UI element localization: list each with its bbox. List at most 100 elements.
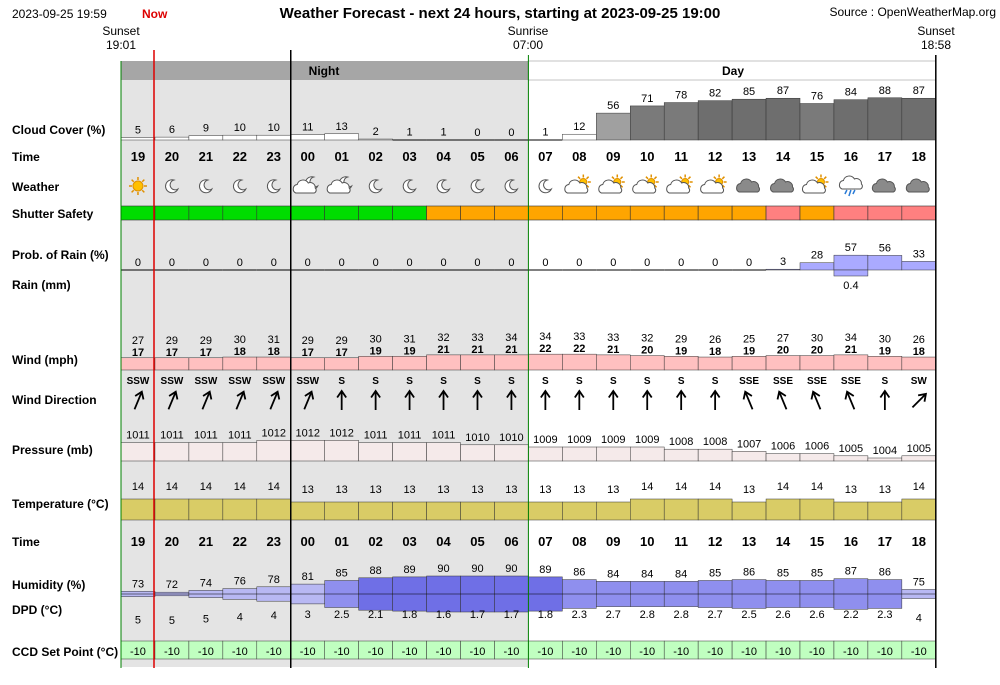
wind-speed-value: 18 [268, 346, 280, 358]
pressure-bar [426, 442, 461, 462]
shutter-cell [256, 205, 292, 221]
cloud-value: 10 [268, 122, 280, 134]
wind-arrow-icon [574, 389, 585, 410]
wind-gust-value: 29 [200, 335, 212, 347]
cloud-bar [697, 100, 733, 141]
temperature-bar [290, 501, 325, 521]
arrow-shaft [812, 392, 822, 410]
arrow-shaft [744, 392, 754, 410]
arrow-head [438, 389, 449, 399]
rain-probability-value: 0 [373, 257, 379, 269]
cloud-shape [326, 179, 351, 194]
temperature-value: 14 [166, 481, 178, 493]
arrow-head [574, 389, 585, 399]
pressure-value: 1007 [737, 438, 761, 450]
label-rain-probability: Prob. of Rain (%) [12, 248, 109, 262]
shutter-cell [528, 205, 563, 221]
sunset-label-2: Sunset [917, 24, 955, 38]
temperature-bar [765, 498, 801, 521]
cloud-bar [188, 135, 224, 141]
ccd-value: -10 [605, 646, 621, 658]
temperature-bar [392, 501, 427, 521]
wind-bar [731, 356, 767, 371]
moon-icon [470, 179, 485, 194]
sunset-label-1: Sunset [102, 24, 140, 38]
time-label: 20 [165, 149, 179, 164]
cloud-value: 87 [777, 85, 789, 97]
rain-probability-value: 0 [339, 257, 345, 269]
rain-drop [844, 189, 848, 195]
cloud-value: 1 [542, 127, 548, 139]
ccd-value: -10 [571, 646, 587, 658]
wind-arrow-icon [472, 389, 483, 410]
sun-icon [128, 177, 147, 195]
dpd-value: 2.5 [334, 609, 349, 621]
dpd-value: 2.5 [741, 609, 756, 621]
wind-arrow-icon [776, 390, 788, 410]
humidity-value: 86 [743, 567, 755, 579]
arrow-head [370, 389, 381, 399]
label-time-2: Time [12, 535, 40, 549]
shutter-cell [392, 205, 427, 221]
dpd-value: 1.8 [402, 609, 417, 621]
cloud-shape [770, 178, 794, 193]
arrow-head [236, 390, 247, 400]
wind-speed-value: 21 [505, 344, 517, 356]
humidity-value: 85 [709, 568, 721, 580]
sun-disc [132, 180, 144, 192]
rain-probability-value: 0 [712, 257, 718, 269]
time-label: 09 [606, 149, 620, 164]
temperature-value: 14 [641, 481, 653, 493]
temperature-value: 14 [913, 481, 925, 493]
rain-probability-value: 0 [576, 257, 582, 269]
cloud-bar [799, 103, 835, 141]
shutter-cell [595, 205, 631, 221]
cloud-bar [833, 99, 869, 141]
wind-direction-label: S [610, 376, 617, 387]
wind-speed-value: 21 [471, 344, 483, 356]
time-label-2: 14 [776, 534, 791, 549]
wind-bar [290, 357, 325, 371]
time-label: 23 [267, 149, 281, 164]
cloud-value: 71 [641, 93, 653, 105]
ccd-value: -10 [775, 646, 791, 658]
page-title: Weather Forecast - next 24 hours, starti… [280, 5, 721, 22]
time-label-2: 01 [334, 534, 348, 549]
pressure-value: 1011 [228, 430, 252, 442]
humidity-value: 85 [336, 568, 348, 580]
wind-arrow-icon [133, 390, 145, 410]
wind-speed-value: 19 [879, 345, 891, 357]
wind-gust-value: 25 [743, 333, 755, 345]
shutter-cell [697, 205, 733, 221]
label-cloud-cover: Cloud Cover (%) [12, 123, 105, 137]
rain-probability-value: 0 [508, 257, 514, 269]
temperature-value: 13 [743, 484, 755, 496]
wind-direction-label: SSW [262, 376, 285, 387]
time-label: 18 [912, 149, 926, 164]
label-shutter-safety: Shutter Safety [12, 207, 94, 221]
humidity-value: 75 [913, 577, 925, 589]
shutter-cell [901, 205, 937, 221]
pressure-bar [358, 442, 393, 462]
arrow-head [336, 389, 347, 399]
rain-probability-value: 57 [845, 242, 857, 254]
temperature-bar [494, 501, 529, 521]
pressure-value: 1011 [126, 430, 150, 442]
temperature-bar [799, 498, 835, 521]
time-label: 22 [233, 149, 247, 164]
shutter-cell [629, 205, 665, 221]
rain-probability-value: 33 [913, 248, 925, 260]
wind-direction-label: SSE [739, 376, 759, 387]
temperature-value: 13 [302, 484, 314, 496]
humidity-value: 85 [777, 568, 789, 580]
temperature-bar [562, 501, 597, 521]
ccd-value: -10 [639, 646, 655, 658]
wind-speed-value: 20 [641, 345, 653, 357]
pressure-bar [562, 446, 597, 462]
wind-direction-label: S [440, 376, 447, 387]
moon-shape [368, 179, 383, 194]
wind-direction-label: SW [911, 376, 928, 387]
rain-probability-value: 0 [271, 257, 277, 269]
wind-bar [562, 353, 597, 371]
